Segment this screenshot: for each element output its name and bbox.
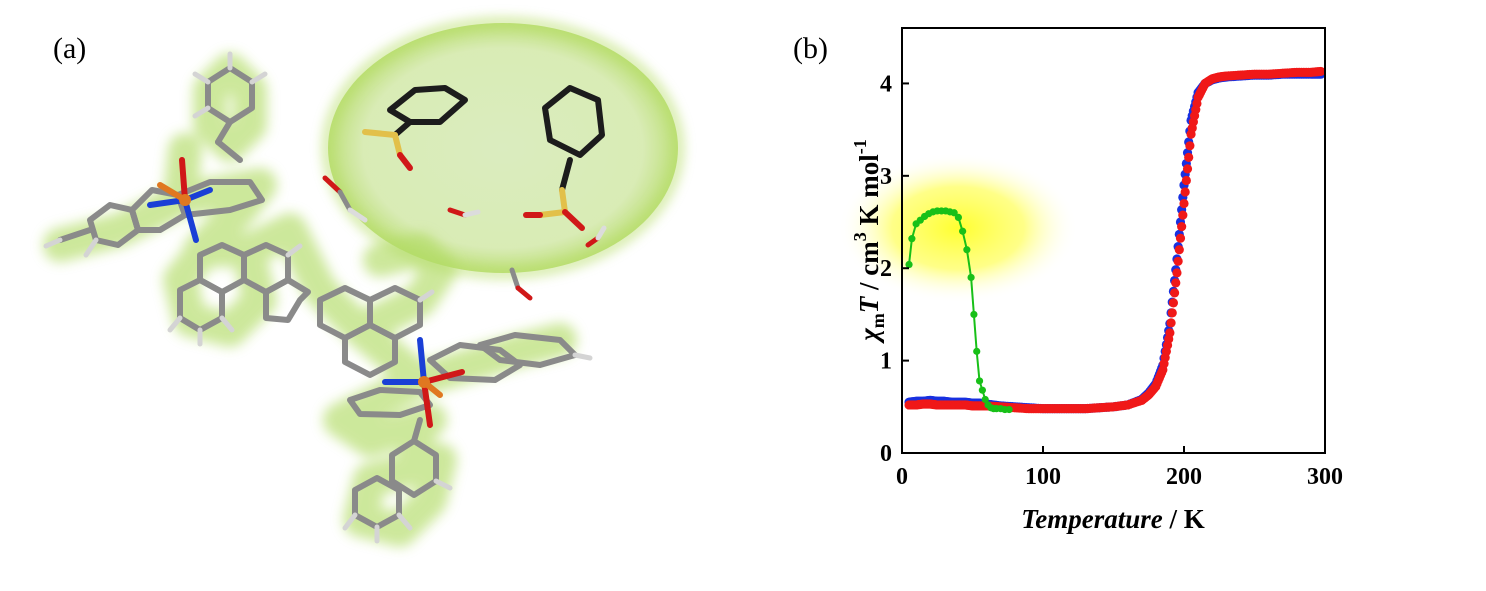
chart: 0 100 200 300 0 1 2 3 4 Temperature / K χmT / c… (838, 27, 1343, 534)
plot-frame (901, 27, 1326, 454)
y-axis: 0 1 2 3 4 (880, 71, 909, 467)
data-point (1175, 233, 1186, 243)
data-point (1184, 152, 1194, 162)
data-point (1180, 187, 1190, 197)
solvent-molecules (322, 175, 607, 301)
sulfonate-anions (362, 85, 605, 231)
hydrogen-atoms (43, 51, 593, 544)
data-point (1178, 210, 1188, 220)
data-point (1179, 198, 1189, 209)
iron-atom (418, 376, 430, 388)
y-tick-label: 2 (880, 256, 892, 282)
molecular-structure (43, 18, 683, 547)
x-axis: 0 100 200 300 (896, 446, 1343, 490)
data-point (978, 386, 986, 394)
data-point (1181, 175, 1191, 186)
data-point (1316, 66, 1326, 77)
data-point (963, 246, 971, 254)
data-point (905, 260, 913, 269)
data-point (1173, 256, 1183, 266)
x-tick-label: 100 (1025, 464, 1061, 490)
data-point (950, 209, 958, 217)
x-tick-label: 0 (896, 464, 908, 490)
data-point (967, 273, 975, 282)
y-tick-label: 1 (880, 349, 892, 375)
data-point (975, 377, 984, 385)
data-point (1185, 141, 1195, 151)
y-tick-label: 3 (880, 164, 892, 190)
data-point (1005, 405, 1013, 414)
data-point (908, 235, 916, 243)
y-tick-label: 4 (880, 71, 892, 97)
highlight-glow (838, 153, 1078, 303)
x-tick-label: 200 (1166, 464, 1202, 490)
series-2 (905, 207, 1013, 414)
data-point (981, 395, 989, 404)
y-axis-title: χmT / cm3 K mol-1 (850, 139, 888, 345)
panel-a-label: (a) (53, 32, 86, 65)
data-point (959, 227, 967, 235)
anion-highlight-ellipse (328, 23, 678, 273)
data-point (954, 213, 963, 222)
plot-series-layer (904, 66, 1326, 414)
data-point (1174, 245, 1184, 255)
iron-atom (179, 194, 191, 206)
data-point (973, 347, 981, 355)
x-tick-label: 300 (1307, 464, 1343, 490)
panel-b-label: (b) (793, 32, 828, 65)
data-point (1172, 268, 1182, 278)
x-axis-title: Temperature / K (1021, 504, 1205, 534)
data-point (1171, 278, 1181, 288)
data-point (1182, 164, 1193, 174)
data-point (1170, 288, 1180, 298)
data-point (1167, 308, 1177, 318)
y-tick-label: 0 (880, 441, 892, 467)
data-point (1168, 298, 1179, 308)
data-point (970, 310, 978, 319)
series-1 (904, 66, 1326, 414)
data-point (1166, 318, 1176, 328)
data-point (1165, 328, 1175, 338)
data-point (1177, 222, 1187, 232)
